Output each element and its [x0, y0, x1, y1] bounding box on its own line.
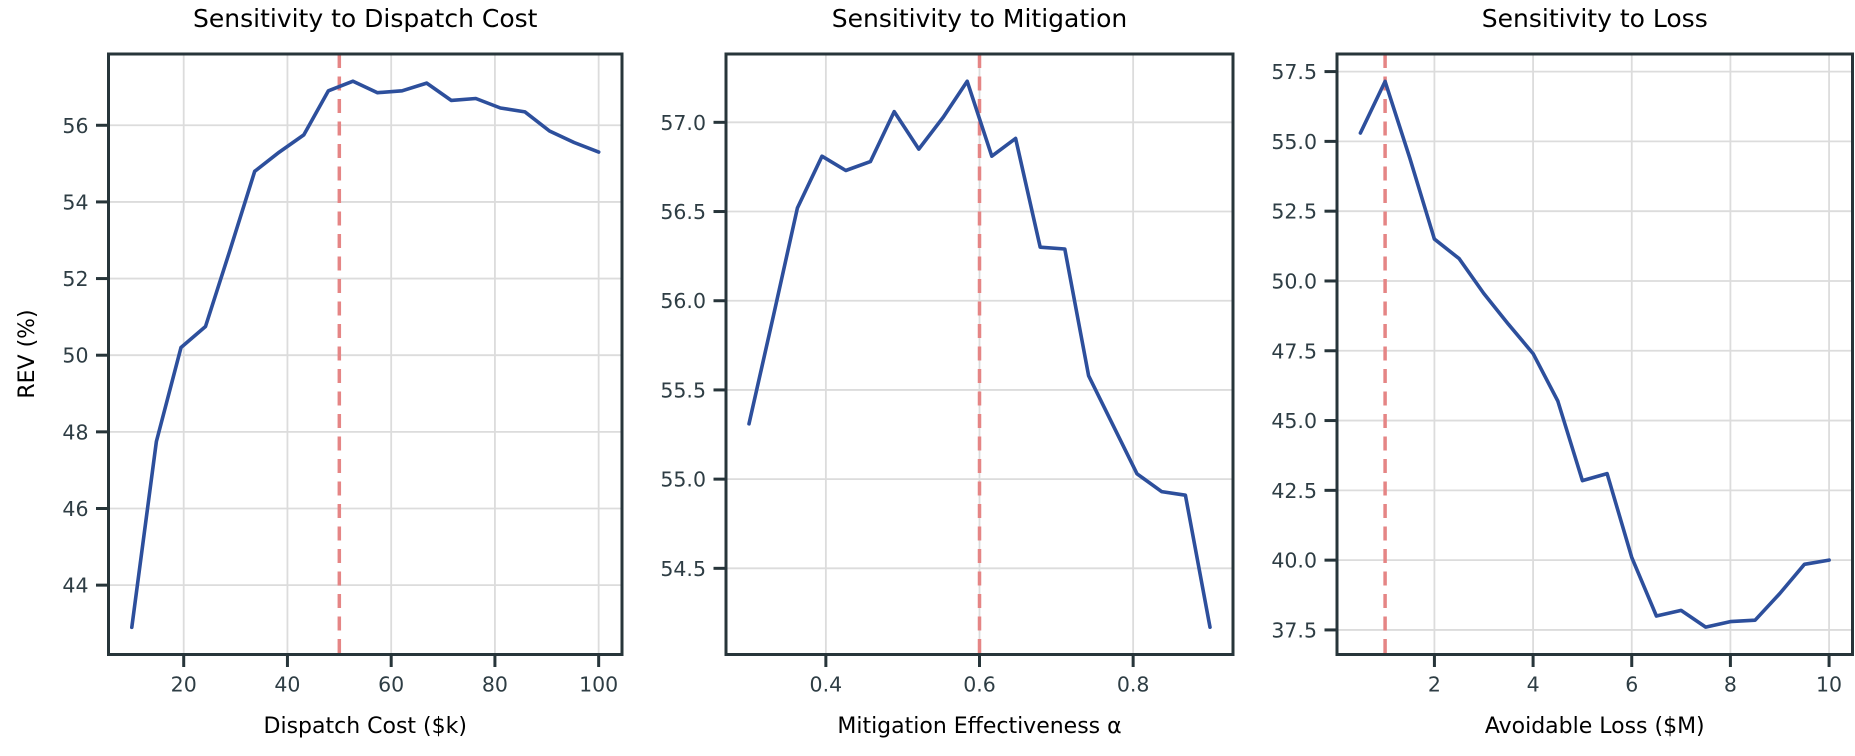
y-tick-label: 56.5 — [660, 200, 706, 224]
y-tick-label: 55.0 — [1271, 130, 1317, 154]
x-tick-label: 40 — [274, 673, 300, 697]
x-tick-label: 100 — [579, 673, 618, 697]
x-axis-label-loss: Avoidable Loss ($M) — [1484, 714, 1705, 739]
y-tick-label: 40.0 — [1271, 549, 1317, 573]
y-tick-label: 56.0 — [660, 289, 706, 313]
series-line — [747, 79, 1212, 630]
plot-spines — [1335, 52, 1854, 656]
plot-spines — [724, 52, 1235, 656]
x-tick-label: 10 — [1816, 673, 1842, 697]
x-tick-label: 4 — [1527, 673, 1540, 697]
y-tick-label: 57.0 — [660, 111, 706, 135]
x-tick-label: 0.4 — [810, 673, 843, 697]
series-line — [1358, 79, 1831, 629]
y-tick-label: 54.5 — [660, 557, 706, 581]
y-tick-label: 42.5 — [1271, 479, 1317, 503]
y-tick-label: 57.5 — [1271, 60, 1317, 84]
x-tick-label: 80 — [482, 673, 508, 697]
y-tick-label: 44 — [62, 574, 88, 598]
y-tick-label: 45.0 — [1271, 409, 1317, 433]
x-tick-label: 8 — [1724, 673, 1737, 697]
chart-title-mitigation: Sensitivity to Mitigation — [831, 4, 1128, 33]
y-tick-label: 52 — [62, 267, 88, 291]
x-axis-label-mitigation: Mitigation Effectiveness α — [837, 714, 1122, 739]
x-tick-label: 0.8 — [1117, 673, 1150, 697]
y-tick-label: 54 — [62, 190, 88, 214]
y-tick-label: 48 — [62, 420, 88, 444]
y-tick-label: 37.5 — [1271, 618, 1317, 642]
y-axis-label-rev: REV (%) — [15, 309, 40, 399]
chart-title-dispatch-cost: Sensitivity to Dispatch Cost — [193, 4, 538, 33]
y-tick-label: 52.5 — [1271, 200, 1317, 224]
x-tick-label: 20 — [171, 673, 197, 697]
x-tick-label: 0.6 — [963, 673, 996, 697]
y-tick-label: 50.0 — [1271, 269, 1317, 293]
y-tick-label: 50 — [62, 344, 88, 368]
x-tick-label: 60 — [378, 673, 404, 697]
x-tick-label: 6 — [1625, 673, 1638, 697]
x-tick-label: 2 — [1428, 673, 1441, 697]
series-line — [130, 79, 601, 630]
y-tick-label: 55.0 — [660, 468, 706, 492]
y-tick-label: 47.5 — [1271, 339, 1317, 363]
y-tick-label: 46 — [62, 497, 88, 521]
y-tick-label: 56 — [62, 114, 88, 138]
x-axis-label-dispatch-cost: Dispatch Cost ($k) — [263, 714, 467, 739]
plot-spines — [107, 52, 624, 656]
y-tick-label: 55.5 — [660, 378, 706, 402]
chart-title-loss: Sensitivity to Loss — [1481, 4, 1708, 33]
